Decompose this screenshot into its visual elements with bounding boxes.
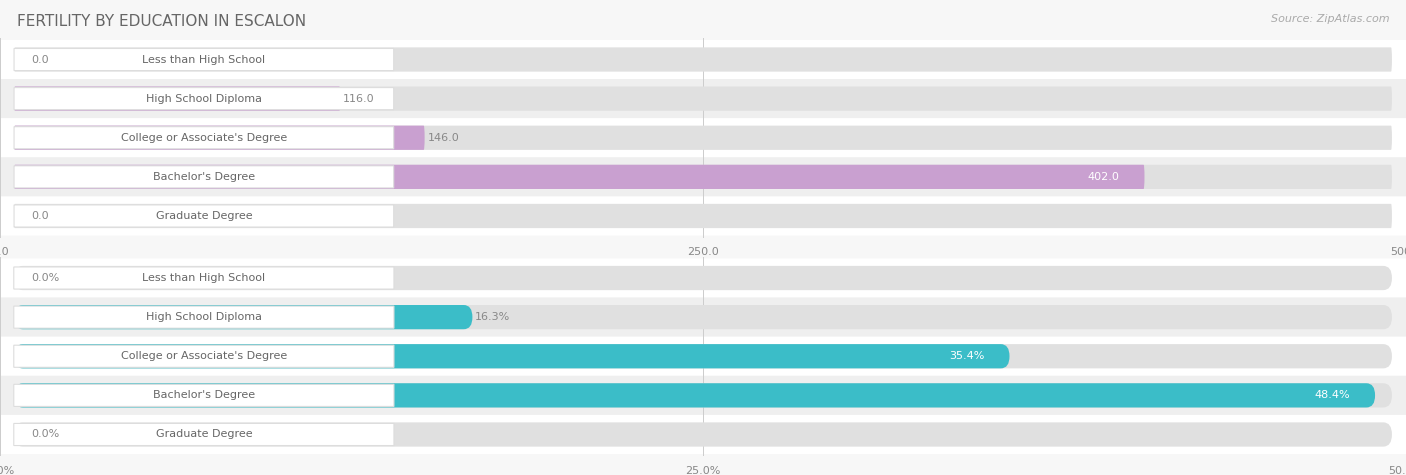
- FancyBboxPatch shape: [14, 423, 394, 446]
- Text: College or Associate's Degree: College or Associate's Degree: [121, 351, 287, 361]
- FancyBboxPatch shape: [14, 305, 472, 329]
- FancyBboxPatch shape: [14, 204, 1392, 228]
- Text: Less than High School: Less than High School: [142, 273, 266, 283]
- FancyBboxPatch shape: [14, 48, 394, 71]
- FancyBboxPatch shape: [14, 165, 1392, 189]
- Text: Bachelor's Degree: Bachelor's Degree: [153, 390, 254, 400]
- FancyBboxPatch shape: [14, 86, 1392, 111]
- FancyBboxPatch shape: [14, 125, 1392, 150]
- Text: College or Associate's Degree: College or Associate's Degree: [121, 133, 287, 143]
- Text: 0.0%: 0.0%: [31, 273, 59, 283]
- Text: 35.4%: 35.4%: [949, 351, 984, 361]
- FancyBboxPatch shape: [14, 344, 1010, 369]
- FancyBboxPatch shape: [14, 422, 1392, 446]
- FancyBboxPatch shape: [14, 87, 394, 110]
- Text: Less than High School: Less than High School: [142, 55, 266, 65]
- FancyBboxPatch shape: [14, 383, 1375, 408]
- FancyBboxPatch shape: [14, 267, 394, 289]
- FancyBboxPatch shape: [0, 40, 1406, 79]
- FancyBboxPatch shape: [14, 166, 394, 188]
- FancyBboxPatch shape: [0, 415, 1406, 454]
- FancyBboxPatch shape: [14, 125, 425, 150]
- FancyBboxPatch shape: [14, 383, 1392, 408]
- FancyBboxPatch shape: [14, 344, 1392, 369]
- FancyBboxPatch shape: [0, 79, 1406, 118]
- FancyBboxPatch shape: [0, 337, 1406, 376]
- FancyBboxPatch shape: [14, 48, 1392, 72]
- Text: 0.0: 0.0: [31, 55, 49, 65]
- Text: Graduate Degree: Graduate Degree: [156, 429, 252, 439]
- FancyBboxPatch shape: [14, 345, 394, 367]
- Text: Graduate Degree: Graduate Degree: [156, 211, 252, 221]
- FancyBboxPatch shape: [14, 305, 1392, 329]
- FancyBboxPatch shape: [0, 157, 1406, 197]
- Text: Bachelor's Degree: Bachelor's Degree: [153, 172, 254, 182]
- Text: 146.0: 146.0: [427, 133, 460, 143]
- FancyBboxPatch shape: [0, 297, 1406, 337]
- Text: High School Diploma: High School Diploma: [146, 94, 262, 104]
- Text: 402.0: 402.0: [1087, 172, 1119, 182]
- FancyBboxPatch shape: [14, 127, 394, 149]
- FancyBboxPatch shape: [14, 384, 394, 407]
- Text: High School Diploma: High School Diploma: [146, 312, 262, 322]
- FancyBboxPatch shape: [0, 118, 1406, 157]
- FancyBboxPatch shape: [0, 197, 1406, 236]
- FancyBboxPatch shape: [14, 86, 340, 111]
- FancyBboxPatch shape: [14, 266, 1392, 290]
- FancyBboxPatch shape: [0, 258, 1406, 297]
- FancyBboxPatch shape: [14, 165, 1144, 189]
- Text: Source: ZipAtlas.com: Source: ZipAtlas.com: [1271, 14, 1389, 24]
- Text: 0.0: 0.0: [31, 211, 49, 221]
- Text: 0.0%: 0.0%: [31, 429, 59, 439]
- Text: 48.4%: 48.4%: [1315, 390, 1350, 400]
- Text: FERTILITY BY EDUCATION IN ESCALON: FERTILITY BY EDUCATION IN ESCALON: [17, 14, 307, 29]
- Text: 16.3%: 16.3%: [475, 312, 510, 322]
- FancyBboxPatch shape: [14, 306, 394, 328]
- FancyBboxPatch shape: [0, 376, 1406, 415]
- FancyBboxPatch shape: [14, 205, 394, 227]
- Text: 116.0: 116.0: [343, 94, 374, 104]
